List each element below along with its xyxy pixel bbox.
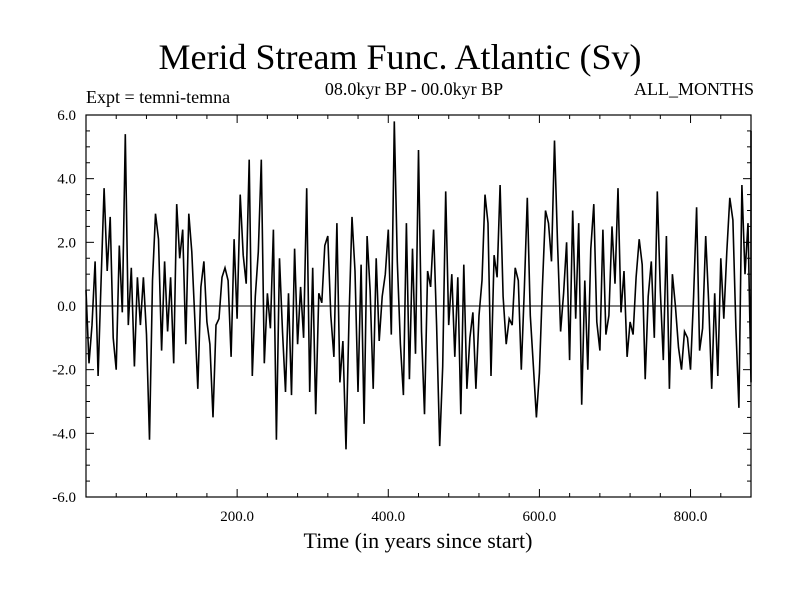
chart-subtitle: 08.0kyr BP - 00.0kyr BP [324,79,504,99]
y-tick-label: 0.0 [57,299,76,315]
y-tick-label: 2.0 [57,235,76,251]
y-tick-label: 6.0 [57,108,76,124]
chart-title: Merid Stream Func. Atlantic (Sv) [158,37,642,77]
y-tick-label: -6.0 [52,490,76,506]
series-line [85,121,752,450]
x-axis-label: Time (in years since start) [303,528,533,553]
y-tick-label: -2.0 [52,363,76,379]
y-tick-label: -4.0 [52,426,76,442]
axis-tick-labels: 200.0 400.0 600.0 800.0 -6.0 -4.0 -2.0 0.0 2.0 4.… [52,108,707,525]
x-tick-label: 400.0 [371,509,405,525]
season-label: ALL_MONTHS [634,79,754,99]
x-tick-label: 800.0 [674,509,708,525]
y-tick-label: 4.0 [57,172,76,188]
experiment-label: Expt = temni-temna [86,87,231,107]
x-tick-label: 600.0 [523,509,557,525]
x-tick-label: 200.0 [220,509,254,525]
